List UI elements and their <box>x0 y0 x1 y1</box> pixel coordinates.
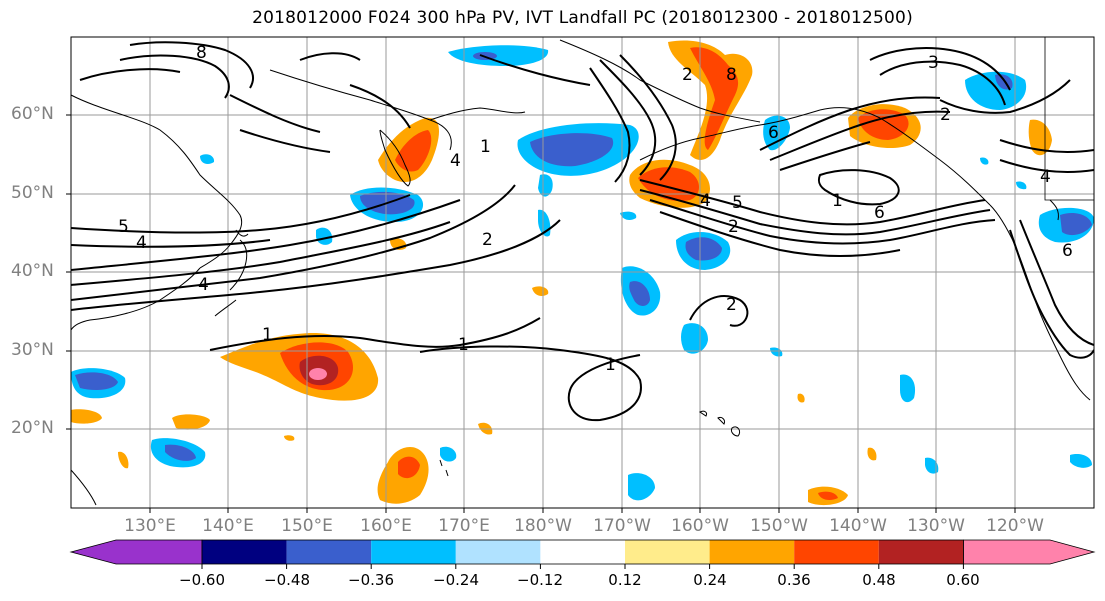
lon-label: 140°E <box>202 516 254 536</box>
contour-label: 6 <box>1062 241 1073 261</box>
colorbar-tick-label: 0.60 <box>946 571 980 589</box>
contour-label: 4 <box>1040 167 1051 187</box>
contour-label: 2 <box>728 217 739 237</box>
colorbar-swatch <box>709 540 795 564</box>
contour-label: 8 <box>196 43 207 63</box>
contour-label: 2 <box>726 295 737 315</box>
lon-label: 170°E <box>438 516 490 536</box>
contour-label: 4 <box>198 275 209 295</box>
lon-label: 120°W <box>986 516 1044 536</box>
map-title: 2018012000 F024 300 hPa PV, IVT Landfall… <box>252 8 913 28</box>
contour-label: 8 <box>726 65 737 85</box>
contour-label: 1 <box>605 355 616 375</box>
lon-label: 140°W <box>829 516 887 536</box>
colorbar-swatch <box>540 540 625 564</box>
colorbar-tick-label: 0.24 <box>693 571 727 589</box>
contour-label: 1 <box>480 137 491 157</box>
colorbar-under <box>69 539 203 565</box>
contour-label: 1 <box>458 335 469 355</box>
colorbar-swatch <box>455 540 541 564</box>
lat-label-50n: 50°N <box>11 183 54 203</box>
contour-label: 2 <box>682 65 693 85</box>
contour-label: 6 <box>768 123 779 143</box>
lon-label: 180°W <box>514 516 572 536</box>
lon-label: 130°E <box>124 516 176 536</box>
contour-label: 4 <box>450 151 461 171</box>
contour-label: 4 <box>700 191 711 211</box>
colorbar-swatch <box>286 540 372 564</box>
colorbar-tick-label: −0.36 <box>348 571 394 589</box>
contour-label: 3 <box>928 53 939 73</box>
contour-label: 2 <box>940 105 951 125</box>
colorbar-swatch <box>202 540 287 564</box>
colorbar-swatch <box>625 540 710 564</box>
colorbar-tick-label: −0.24 <box>433 571 479 589</box>
axis-ticks <box>66 114 1016 513</box>
lon-label: 170°W <box>593 516 651 536</box>
colorbar <box>69 539 1096 569</box>
contour-label: 5 <box>118 217 129 237</box>
gridlines <box>71 37 1094 508</box>
contour-label: 2 <box>482 230 493 250</box>
colorbar-tick-label: −0.12 <box>517 571 563 589</box>
contour-labels: 1 1 1 1 2 2 2 4 4 4 4 5 5 6 6 8 8 1 3 4 … <box>118 43 1073 375</box>
colorbar-tick-label: −0.48 <box>264 571 310 589</box>
lon-label: 150°E <box>281 516 333 536</box>
colorbar-swatch <box>794 540 879 564</box>
colorbar-over <box>963 539 1096 565</box>
lon-label: 130°W <box>907 516 965 536</box>
lon-label: 150°W <box>750 516 808 536</box>
colorbar-tick-label: −0.60 <box>179 571 225 589</box>
colorbar-tick-label: 0.12 <box>608 571 642 589</box>
lon-label: 160°W <box>671 516 729 536</box>
lon-label: 160°E <box>360 516 412 536</box>
lat-label-30n: 30°N <box>11 340 54 360</box>
pv-shading <box>71 40 1094 506</box>
lat-label-20n: 20°N <box>11 418 54 438</box>
colorbar-swatch <box>878 540 964 564</box>
contour-label: 1 <box>832 191 843 211</box>
contour-label: 4 <box>136 233 147 253</box>
contour-label: 1 <box>262 325 273 345</box>
lat-label-60n: 60°N <box>11 104 54 124</box>
colorbar-swatch <box>371 540 456 564</box>
contour-label: 5 <box>732 193 743 213</box>
contour-label: 6 <box>874 203 885 223</box>
pv-contours <box>71 41 1094 422</box>
colorbar-tick-label: 0.48 <box>862 571 896 589</box>
lat-label-40n: 40°N <box>11 261 54 281</box>
colorbar-tick-label: 0.36 <box>777 571 811 589</box>
